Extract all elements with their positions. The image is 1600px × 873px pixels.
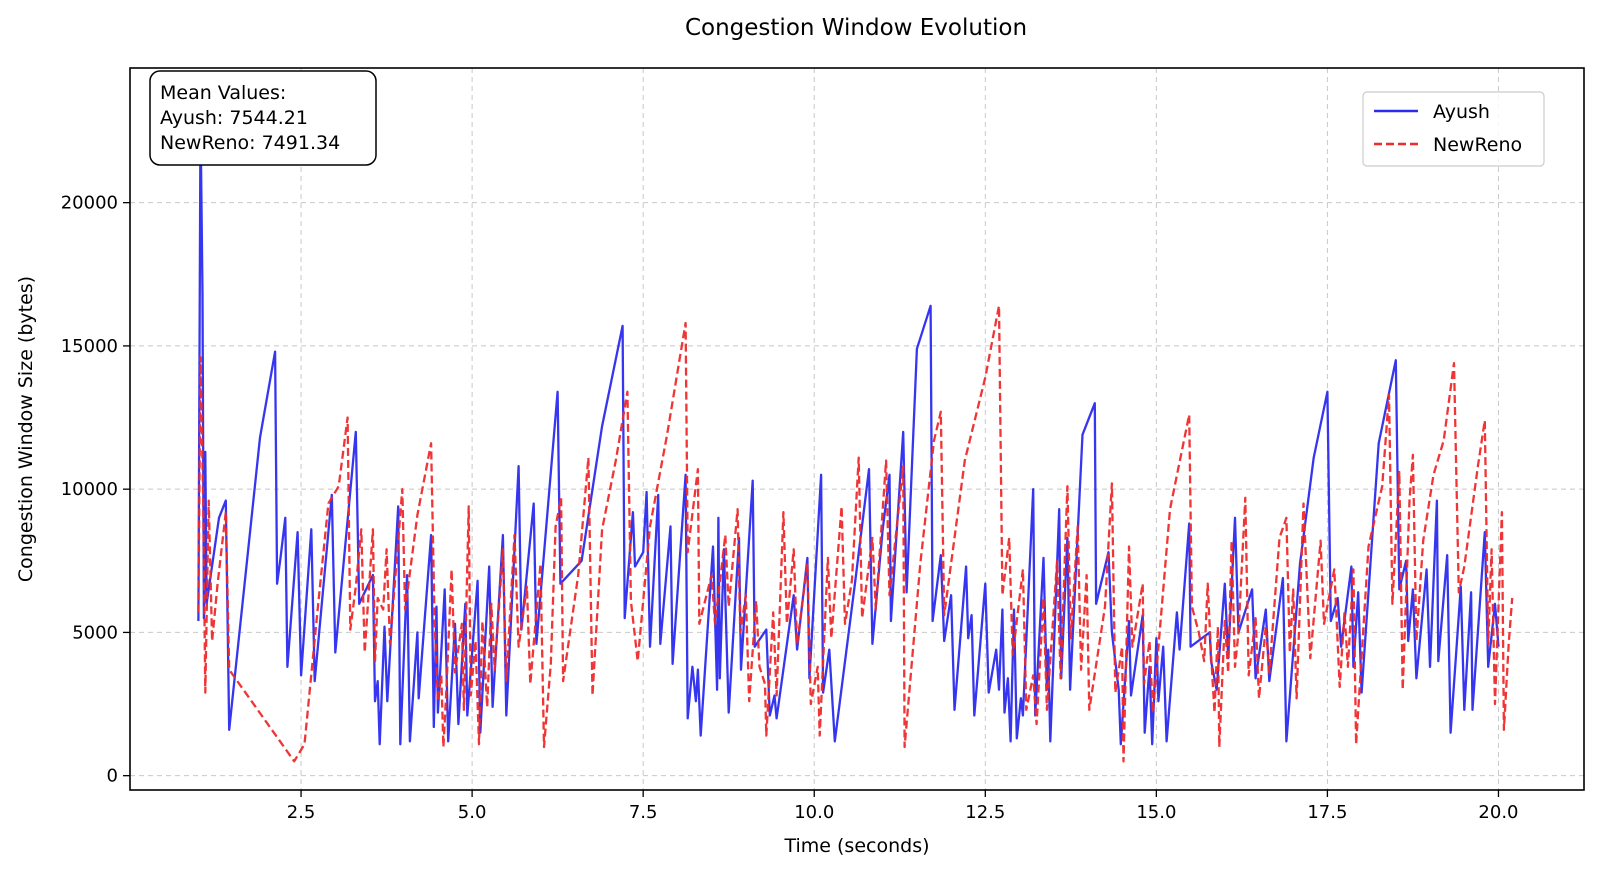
x-tick-label: 2.5: [287, 802, 316, 823]
legend-label-ayush: Ayush: [1433, 101, 1490, 123]
legend: Ayush NewReno: [1362, 91, 1545, 167]
x-tick-label: 17.5: [1307, 802, 1347, 823]
x-tick-label: 7.5: [629, 802, 658, 823]
y-tick-label: 10000: [61, 479, 118, 500]
y-axis-ticks: 0 5000 10000 15000 20000: [61, 193, 130, 787]
plot-frame: [129, 67, 1585, 791]
x-tick-label: 20.0: [1478, 802, 1518, 823]
y-tick-label: 20000: [61, 193, 118, 214]
series-layer: [197, 115, 1514, 763]
series-line-ayush: [197, 115, 1500, 746]
x-tick-label: 10.0: [794, 802, 834, 823]
y-tick-label: 5000: [72, 622, 118, 643]
annotation-newreno-mean: NewReno: 7491.34: [160, 132, 340, 154]
x-axis-label: Time (seconds): [783, 835, 929, 857]
y-tick-label: 0: [107, 766, 118, 787]
annotation-heading: Mean Values:: [160, 82, 286, 104]
x-tick-label: 15.0: [1136, 802, 1176, 823]
x-tick-label: 12.5: [965, 802, 1005, 823]
y-axis-label: Congestion Window Size (bytes): [15, 276, 37, 582]
annotation-ayush-mean: Ayush: 7544.21: [160, 107, 308, 129]
chart-title: Congestion Window Evolution: [685, 15, 1027, 41]
legend-label-newreno: NewReno: [1433, 134, 1522, 156]
y-tick-label: 15000: [61, 336, 118, 357]
x-tick-label: 5.0: [458, 802, 487, 823]
mean-values-annotation: Mean Values: Ayush: 7544.21 NewReno: 749…: [149, 70, 377, 166]
series-line-newreno: [197, 304, 1514, 763]
annotation-box: [149, 70, 377, 166]
x-axis-ticks: 2.5 5.0 7.5 10.0 12.5 15.0 17.5 20.0: [287, 790, 1519, 823]
